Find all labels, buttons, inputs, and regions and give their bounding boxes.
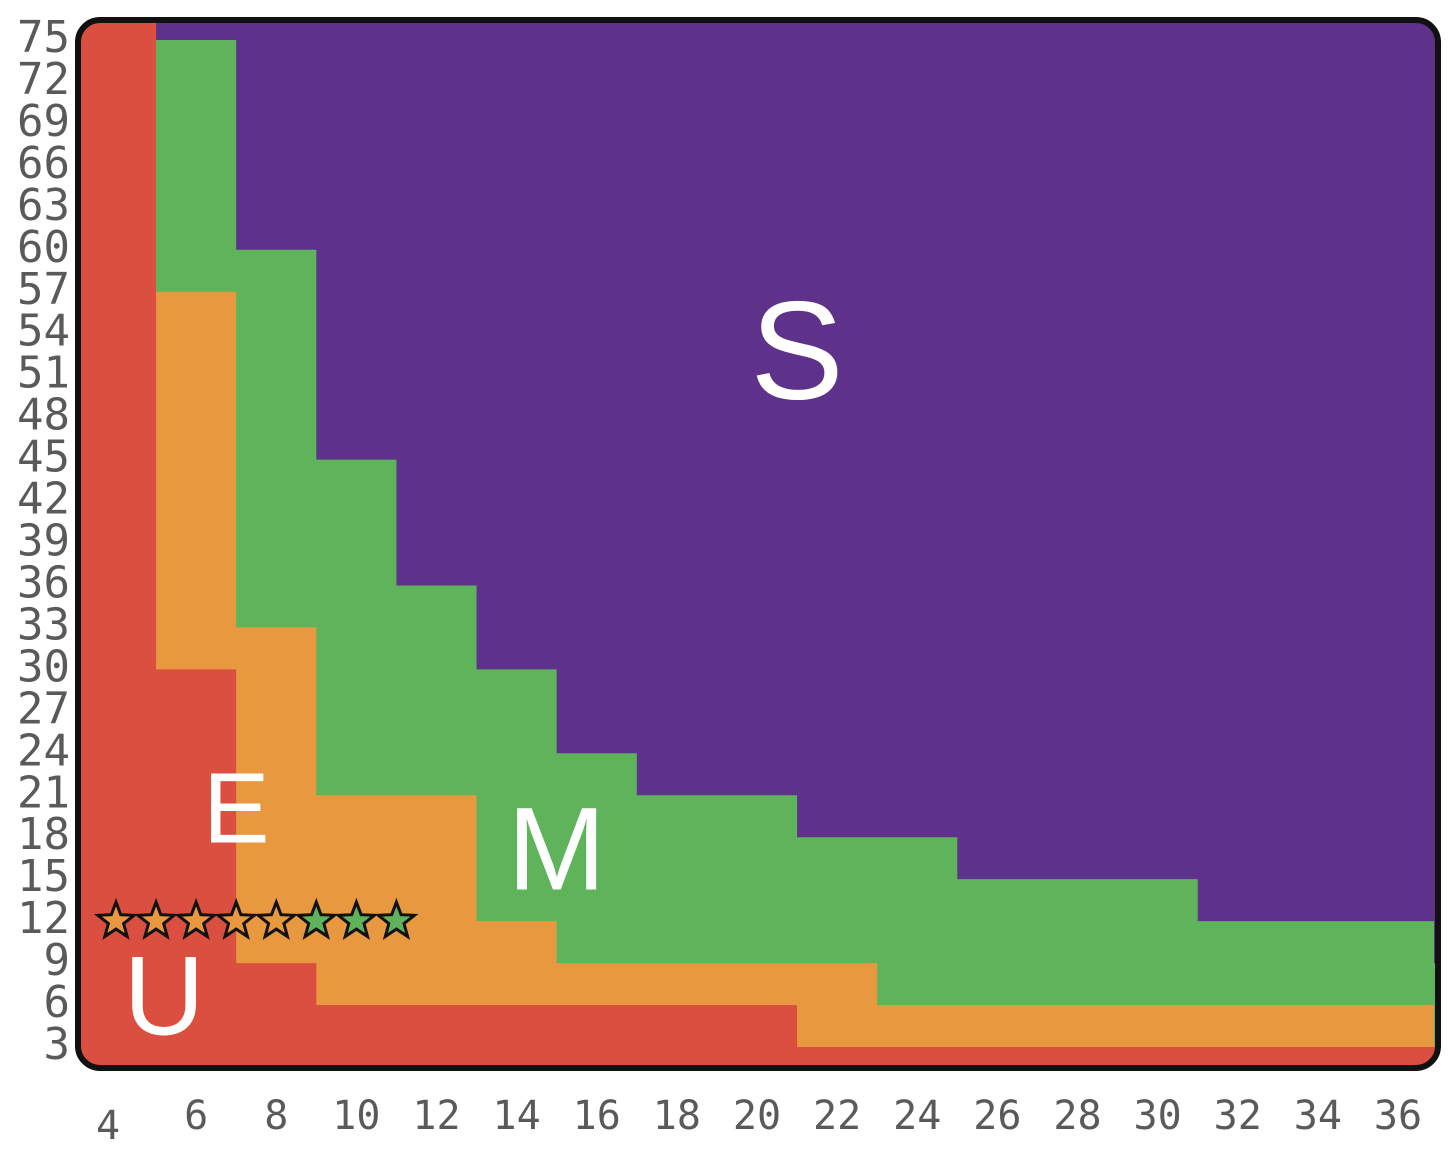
region-label-u: U [124,934,205,1059]
star-marker-7 [334,897,379,940]
y-tick-label: 27 [17,683,70,734]
y-tick-label: 48 [17,390,70,441]
x-tick-label: 14 [493,1093,541,1139]
x-tick-label: 8 [264,1093,288,1139]
x-tick-label: 22 [813,1093,861,1139]
y-tick-label: 66 [17,138,70,189]
x-tick-label: 36 [1374,1093,1422,1139]
region-s [156,20,1438,964]
y-tick-label: 9 [44,935,71,986]
x-tick-label: 4 [96,1103,120,1149]
y-tick-label: 75 [17,12,70,63]
plot-area [78,20,1438,1068]
x-tick-label: 26 [973,1093,1021,1139]
y-tick-label: 45 [17,432,70,483]
x-tick-label: 24 [893,1093,941,1139]
y-tick-label: 33 [17,599,70,650]
x-tick-label: 6 [184,1093,208,1139]
y-tick-label: 30 [17,641,70,692]
y-tick-label: 15 [17,851,70,902]
region-label-m: M [508,783,606,915]
y-tick-label: 6 [44,977,71,1028]
x-tick-label: 16 [573,1093,621,1139]
y-tick-label: 18 [17,809,70,860]
x-tick-label: 32 [1214,1093,1262,1139]
x-tick-label: 30 [1134,1093,1182,1139]
y-tick-label: 42 [17,474,70,525]
star-marker-1 [93,897,139,940]
x-tick-label: 18 [653,1093,701,1139]
y-tick-label: 24 [17,725,70,776]
x-tick-label: 12 [412,1093,460,1139]
star-marker-8 [374,897,419,940]
x-tick-label: 28 [1053,1093,1101,1139]
star-marker-5 [254,897,299,940]
y-tick-label: 21 [17,767,70,818]
y-tick-label: 12 [17,893,70,944]
y-tick-label: 57 [17,264,70,315]
x-tick-label: 34 [1294,1093,1342,1139]
y-tick-label: 60 [17,222,70,273]
star-marker-6 [294,897,339,940]
y-tick-label: 63 [17,180,70,231]
x-tick-label: 10 [332,1093,380,1139]
star-marker-2 [133,897,179,940]
x-tick-label: 20 [733,1093,781,1139]
y-tick-label: 51 [17,348,70,399]
star-marker-3 [174,897,219,940]
region-label-s: S [750,272,843,429]
plot-frame [75,17,1441,1071]
y-tick-label: 39 [17,516,70,567]
y-tick-label: 36 [17,557,70,608]
y-tick-label: 54 [17,306,70,357]
y-tick-label: 3 [44,1019,71,1070]
y-tick-label: 69 [17,96,70,147]
y-tick-label: 72 [17,54,70,105]
star-marker-4 [214,897,259,940]
region-label-e: E [203,753,270,865]
